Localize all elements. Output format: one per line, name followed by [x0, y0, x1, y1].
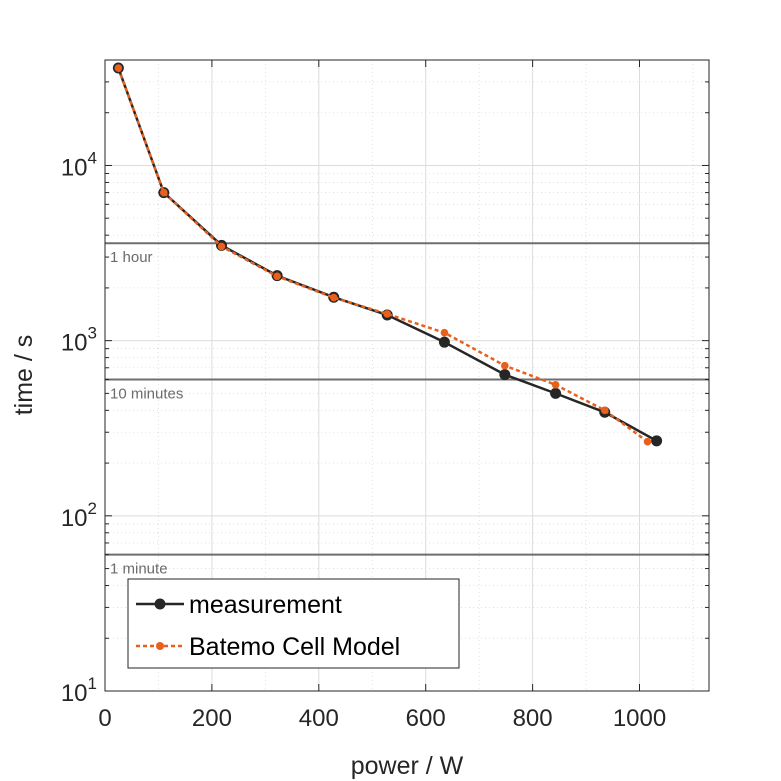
- data-point-measurement: [438, 336, 450, 348]
- legend-box: [127, 578, 460, 669]
- series-layer: [112, 62, 663, 447]
- series-line-batemo: [117, 67, 649, 443]
- plot-frame: [104, 59, 710, 692]
- x-tick-label: 600: [406, 705, 446, 732]
- data-point-batemo: [440, 328, 449, 337]
- y-axis-label: time / s: [10, 335, 38, 416]
- data-point-batemo: [383, 310, 392, 318]
- legend-label-measurement: measurement: [189, 591, 342, 619]
- x-axis-label: power / W: [351, 752, 464, 780]
- data-point-batemo: [600, 406, 609, 415]
- y-ticks: 101 102 103 104: [61, 59, 709, 707]
- data-point-measurement: [499, 369, 511, 381]
- data-point-batemo: [273, 272, 281, 281]
- x-tick-label: 200: [192, 705, 232, 732]
- x-tick-label: 800: [513, 705, 553, 732]
- reference-lines: 1 hour 10 minutes 1 minute: [105, 242, 709, 578]
- reference-line-label: 1 hour: [110, 249, 153, 266]
- x-ticks: 0 200 400 600 800 1000: [98, 60, 666, 732]
- y-tick-label: 104: [61, 148, 97, 181]
- series-line-measurement: [117, 67, 658, 442]
- data-point-batemo: [551, 380, 560, 389]
- reference-line-label: 1 minute: [110, 561, 168, 578]
- x-tick-label: 0: [98, 705, 111, 732]
- data-point-batemo: [217, 242, 226, 251]
- data-point-measurement: [550, 387, 562, 399]
- data-point-batemo: [501, 361, 509, 370]
- data-point-batemo: [329, 293, 338, 302]
- y-tick-label: 101: [61, 674, 97, 707]
- data-point-measurement: [651, 435, 663, 447]
- data-point-batemo: [159, 188, 168, 197]
- legend-marker-batemo: [156, 642, 164, 650]
- data-point-batemo: [643, 437, 652, 446]
- x-tick-label: 1000: [613, 705, 666, 732]
- y-tick-label: 103: [61, 324, 97, 357]
- legend-label-batemo: Batemo Cell Model: [189, 633, 400, 661]
- data-point-batemo: [114, 64, 123, 72]
- legend-marker-measurement: [154, 598, 166, 610]
- x-tick-label: 400: [299, 705, 339, 732]
- reference-line-label: 10 minutes: [110, 386, 183, 403]
- y-tick-label: 102: [61, 499, 97, 532]
- legend: measurement Batemo Cell Model: [127, 578, 460, 669]
